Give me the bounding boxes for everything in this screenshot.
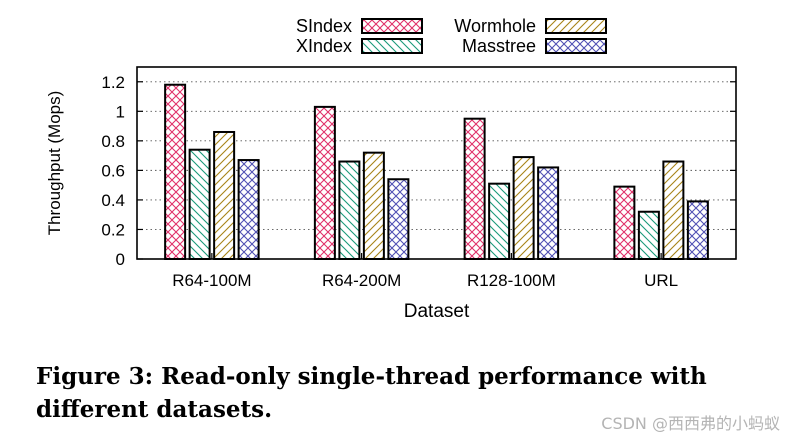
bar-sindex-url (613, 185, 636, 260)
y-tick-label: 0.4 (101, 191, 125, 210)
legend-label-sindex: SIndex (296, 16, 352, 36)
axes: 0 0.2 0.4 0.6 0.8 1 1.2 R64-100M R64-200M R128-10… (45, 66, 737, 322)
watermark: CSDN @西西弗的小蚂蚁 (601, 414, 780, 433)
y-tick-label: 0.6 (101, 161, 125, 180)
bar-masstree-r64-200m (387, 178, 410, 260)
bar-wormhole-r64-100m (213, 130, 236, 260)
bar-wormhole-r128-100m (512, 156, 535, 260)
y-axis-title: Throughput (Mops) (45, 91, 64, 236)
legend-label-xindex: XIndex (296, 36, 352, 56)
x-tick-label: R64-100M (172, 271, 251, 290)
bar-sindex-r64-200m (313, 105, 336, 260)
legend-swatch-masstree (545, 38, 607, 54)
x-tick-label: R64-200M (322, 271, 401, 290)
bar-chart: 0 0.2 0.4 0.6 0.8 1 1.2 R64-100M R64-200M R128-10… (45, 16, 737, 322)
x-tick-label: R128-100M (467, 271, 556, 290)
legend-swatch-wormhole (545, 18, 607, 34)
bar-masstree-r64-100m (237, 159, 260, 261)
bar-xindex-r64-100m (188, 148, 211, 260)
y-tick-label: 1 (116, 102, 125, 121)
bar-wormhole-url (662, 160, 685, 260)
legend-swatch-sindex (361, 18, 423, 34)
figure-caption: Figure 3: Read-only single-thread perfor… (36, 363, 707, 423)
grid-lines (137, 81, 736, 230)
x-tick-label: URL (644, 271, 678, 290)
bar-sindex-r64-100m (164, 83, 187, 260)
legend-label-wormhole: Wormhole (454, 16, 536, 36)
legend-label-masstree: Masstree (462, 36, 536, 56)
bars (164, 83, 709, 261)
y-tick-label: 0.2 (101, 220, 125, 239)
y-tick-label: 0 (116, 250, 125, 269)
bar-masstree-url (686, 200, 709, 260)
bar-xindex-url (637, 210, 660, 261)
plot-frame (136, 66, 737, 260)
bar-masstree-r128-100m (537, 166, 560, 260)
bar-xindex-r64-200m (338, 160, 361, 260)
y-tick-label: 0.8 (101, 132, 125, 151)
y-tick-label: 1.2 (101, 73, 125, 92)
bar-sindex-r128-100m (463, 117, 486, 260)
bar-xindex-r128-100m (488, 182, 511, 260)
bar-wormhole-r64-200m (362, 151, 385, 261)
x-axis-title: Dataset (404, 301, 470, 322)
legend-swatch-xindex (361, 38, 423, 54)
